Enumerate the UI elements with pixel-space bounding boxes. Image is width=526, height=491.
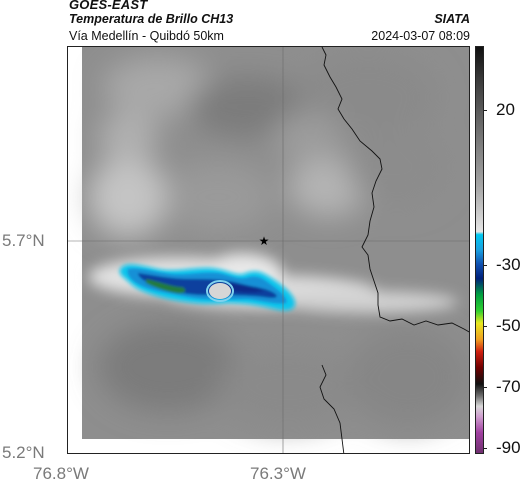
subtitle: Vía Medellín - Quibdó 50km bbox=[69, 29, 224, 43]
colorbar-tick bbox=[483, 448, 487, 449]
department-boundary bbox=[321, 47, 469, 333]
colorbar-tick bbox=[483, 110, 487, 111]
lat-label-5.2: 5.2°N bbox=[2, 443, 45, 462]
colorbar-tick bbox=[483, 265, 487, 266]
colorbar-label-minus30: -30 bbox=[496, 255, 521, 274]
header: GOES-EAST Temperatura de Brillo CH13 Vía… bbox=[0, 0, 526, 46]
datetime-label: 2024-03-07 08:09 bbox=[371, 29, 470, 43]
colorbar-label-minus90: -90 bbox=[496, 438, 521, 457]
department-boundary-south bbox=[319, 364, 345, 453]
colorbar-label-minus50: -50 bbox=[496, 316, 521, 335]
cloud-texture bbox=[88, 52, 468, 427]
title-line-1: GOES-EAST bbox=[69, 0, 148, 12]
lon-label-76.3: 76.3°W bbox=[250, 464, 306, 483]
lon-label-76.8: 76.8°W bbox=[33, 464, 89, 483]
colorbar bbox=[475, 46, 484, 454]
colorbar-label-minus70: -70 bbox=[496, 377, 521, 396]
colorbar-label-20: 20 bbox=[496, 100, 515, 119]
title-line-2: Temperatura de Brillo CH13 bbox=[69, 12, 234, 26]
colorbar-tick bbox=[483, 326, 487, 327]
lat-label-5.7: 5.7°N bbox=[2, 231, 45, 250]
satellite-map[interactable]: ★ bbox=[67, 46, 470, 454]
cold-cloud-tops bbox=[119, 264, 296, 311]
map-canvas: ★ bbox=[68, 47, 469, 453]
star-marker: ★ bbox=[259, 234, 270, 248]
agency-label: SIATA bbox=[434, 12, 470, 26]
colorbar-tick bbox=[483, 387, 487, 388]
